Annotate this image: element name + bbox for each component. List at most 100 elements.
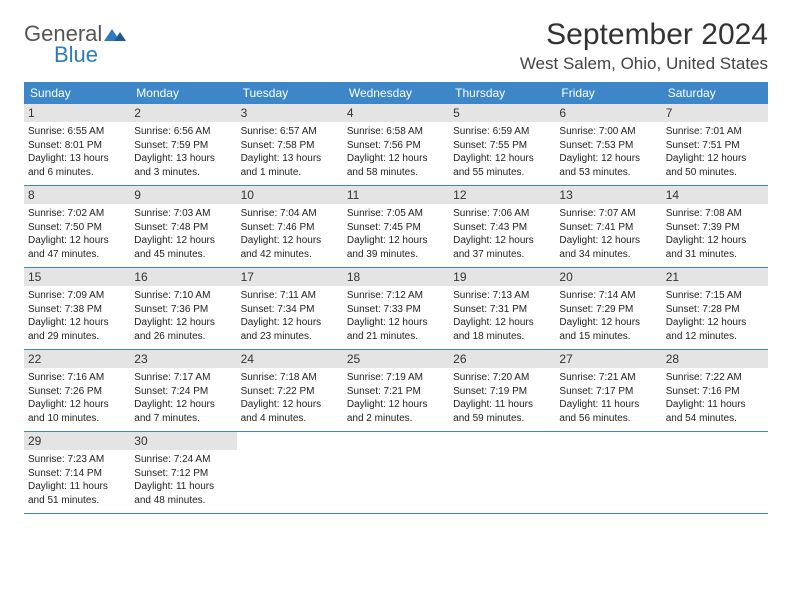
day-info: Sunrise: 7:03 AMSunset: 7:48 PMDaylight:… (134, 207, 232, 261)
day-info: Sunrise: 7:22 AMSunset: 7:16 PMDaylight:… (666, 371, 764, 425)
day-number: 6 (555, 104, 661, 122)
day-info: Sunrise: 7:16 AMSunset: 7:26 PMDaylight:… (28, 371, 126, 425)
empty-cell (449, 432, 555, 513)
day-info: Sunrise: 7:04 AMSunset: 7:46 PMDaylight:… (241, 207, 339, 261)
day-cell: 18 Sunrise: 7:12 AMSunset: 7:33 PMDayligh… (343, 268, 449, 349)
month-title: September 2024 (520, 18, 768, 52)
day-cell: 13Sunrise: 7:07 AMSunset: 7:41 PMDayligh… (555, 186, 661, 267)
empty-cell (343, 432, 449, 513)
day-number: 10 (237, 186, 343, 204)
sunset-line: Sunset: 7:17 PM (559, 385, 657, 399)
sunrise-line: Sunrise: 7:10 AM (134, 289, 232, 303)
sunrise-line: Sunrise: 6:56 AM (134, 125, 232, 139)
weekday-header: Wednesday (343, 82, 449, 104)
empty-cell (237, 432, 343, 513)
daylight-line: Daylight: 12 hours and 21 minutes. (347, 316, 445, 343)
day-number: 28 (662, 350, 768, 368)
day-info: Sunrise: 6:57 AMSunset: 7:58 PMDaylight:… (241, 125, 339, 179)
weekday-header: Tuesday (237, 82, 343, 104)
daylight-line: Daylight: 12 hours and 10 minutes. (28, 398, 126, 425)
day-info: Sunrise: 7:14 AMSunset: 7:29 PMDaylight:… (559, 289, 657, 343)
sunrise-line: Sunrise: 7:20 AM (453, 371, 551, 385)
day-cell: 10 Sunrise: 7:04 AMSunset: 7:46 PMDayligh… (237, 186, 343, 267)
day-cell: 20Sunrise: 7:14 AMSunset: 7:29 PMDayligh… (555, 268, 661, 349)
day-number: 9 (130, 186, 236, 204)
daylight-line: Daylight: 12 hours and 53 minutes. (559, 152, 657, 179)
day-number: 30 (130, 432, 236, 450)
daylight-line: Daylight: 12 hours and 4 minutes. (241, 398, 339, 425)
day-info: Sunrise: 7:12 AMSunset: 7:33 PMDaylight:… (347, 289, 445, 343)
sunrise-line: Sunrise: 7:16 AM (28, 371, 126, 385)
weekday-header-row: SundayMondayTuesdayWednesdayThursdayFrid… (24, 82, 768, 104)
day-number: 14 (662, 186, 768, 204)
daylight-line: Daylight: 12 hours and 58 minutes. (347, 152, 445, 179)
empty-cell (662, 432, 768, 513)
calendar-page: General Blue September 2024 West Salem, … (0, 0, 792, 532)
day-info: Sunrise: 6:56 AMSunset: 7:59 PMDaylight:… (134, 125, 232, 179)
sunset-line: Sunset: 7:19 PM (453, 385, 551, 399)
sunset-line: Sunset: 7:41 PM (559, 221, 657, 235)
sunset-line: Sunset: 7:14 PM (28, 467, 126, 481)
daylight-line: Daylight: 13 hours and 6 minutes. (28, 152, 126, 179)
sunset-line: Sunset: 7:21 PM (347, 385, 445, 399)
logo: General Blue (24, 18, 126, 66)
daylight-line: Daylight: 12 hours and 39 minutes. (347, 234, 445, 261)
day-number: 18 (343, 268, 449, 286)
daylight-line: Daylight: 12 hours and 37 minutes. (453, 234, 551, 261)
sunrise-line: Sunrise: 7:02 AM (28, 207, 126, 221)
day-cell: 9 Sunrise: 7:03 AMSunset: 7:48 PMDaylight… (130, 186, 236, 267)
day-info: Sunrise: 7:13 AMSunset: 7:31 PMDaylight:… (453, 289, 551, 343)
day-info: Sunrise: 7:21 AMSunset: 7:17 PMDaylight:… (559, 371, 657, 425)
daylight-line: Daylight: 12 hours and 26 minutes. (134, 316, 232, 343)
day-cell: 4Sunrise: 6:58 AMSunset: 7:56 PMDaylight… (343, 104, 449, 185)
day-info: Sunrise: 7:09 AMSunset: 7:38 PMDaylight:… (28, 289, 126, 343)
sunrise-line: Sunrise: 7:05 AM (347, 207, 445, 221)
day-info: Sunrise: 7:19 AMSunset: 7:21 PMDaylight:… (347, 371, 445, 425)
daylight-line: Daylight: 12 hours and 42 minutes. (241, 234, 339, 261)
sunrise-line: Sunrise: 7:24 AM (134, 453, 232, 467)
day-cell: 23Sunrise: 7:17 AMSunset: 7:24 PMDayligh… (130, 350, 236, 431)
day-cell: 8Sunrise: 7:02 AMSunset: 7:50 PMDaylight… (24, 186, 130, 267)
day-cell: 19 Sunrise: 7:13 AMSunset: 7:31 PMDayligh… (449, 268, 555, 349)
calendar-body: 1 Sunrise: 6:55 AMSunset: 8:01 PMDaylight… (24, 104, 768, 514)
day-cell: 27Sunrise: 7:21 AMSunset: 7:17 PMDayligh… (555, 350, 661, 431)
day-cell: 5Sunrise: 6:59 AMSunset: 7:55 PMDaylight… (449, 104, 555, 185)
day-info: Sunrise: 7:05 AMSunset: 7:45 PMDaylight:… (347, 207, 445, 261)
sunrise-line: Sunrise: 7:12 AM (347, 289, 445, 303)
sunrise-line: Sunrise: 7:03 AM (134, 207, 232, 221)
day-info: Sunrise: 7:15 AMSunset: 7:28 PMDaylight:… (666, 289, 764, 343)
weekday-header: Saturday (662, 82, 768, 104)
day-info: Sunrise: 7:17 AMSunset: 7:24 PMDaylight:… (134, 371, 232, 425)
day-cell: 17Sunrise: 7:11 AMSunset: 7:34 PMDayligh… (237, 268, 343, 349)
day-info: Sunrise: 7:08 AMSunset: 7:39 PMDaylight:… (666, 207, 764, 261)
sunset-line: Sunset: 7:12 PM (134, 467, 232, 481)
sunrise-line: Sunrise: 6:55 AM (28, 125, 126, 139)
day-number: 19 (449, 268, 555, 286)
day-cell: 29Sunrise: 7:23 AMSunset: 7:14 PMDayligh… (24, 432, 130, 513)
day-cell: 21Sunrise: 7:15 AMSunset: 7:28 PMDayligh… (662, 268, 768, 349)
daylight-line: Daylight: 12 hours and 50 minutes. (666, 152, 764, 179)
day-info: Sunrise: 7:10 AMSunset: 7:36 PMDaylight:… (134, 289, 232, 343)
day-cell: 3Sunrise: 6:57 AMSunset: 7:58 PMDaylight… (237, 104, 343, 185)
day-cell: 6Sunrise: 7:00 AMSunset: 7:53 PMDaylight… (555, 104, 661, 185)
day-info: Sunrise: 7:02 AMSunset: 7:50 PMDaylight:… (28, 207, 126, 261)
day-cell: 30 Sunrise: 7:24 AMSunset: 7:12 PMDayligh… (130, 432, 236, 513)
sunset-line: Sunset: 7:53 PM (559, 139, 657, 153)
sunrise-line: Sunrise: 7:11 AM (241, 289, 339, 303)
sunrise-line: Sunrise: 7:22 AM (666, 371, 764, 385)
sunset-line: Sunset: 7:36 PM (134, 303, 232, 317)
day-cell: 7Sunrise: 7:01 AMSunset: 7:51 PMDaylight… (662, 104, 768, 185)
day-info: Sunrise: 6:55 AMSunset: 8:01 PMDaylight:… (28, 125, 126, 179)
daylight-line: Daylight: 12 hours and 18 minutes. (453, 316, 551, 343)
weekday-header: Friday (555, 82, 661, 104)
sunset-line: Sunset: 7:39 PM (666, 221, 764, 235)
day-number: 25 (343, 350, 449, 368)
day-number: 1 (24, 104, 130, 122)
weekday-header: Thursday (449, 82, 555, 104)
day-cell: 24Sunrise: 7:18 AMSunset: 7:22 PMDayligh… (237, 350, 343, 431)
sunset-line: Sunset: 7:22 PM (241, 385, 339, 399)
day-number: 12 (449, 186, 555, 204)
day-info: Sunrise: 7:24 AMSunset: 7:12 PMDaylight:… (134, 453, 232, 507)
daylight-line: Daylight: 11 hours and 51 minutes. (28, 480, 126, 507)
day-number: 11 (343, 186, 449, 204)
